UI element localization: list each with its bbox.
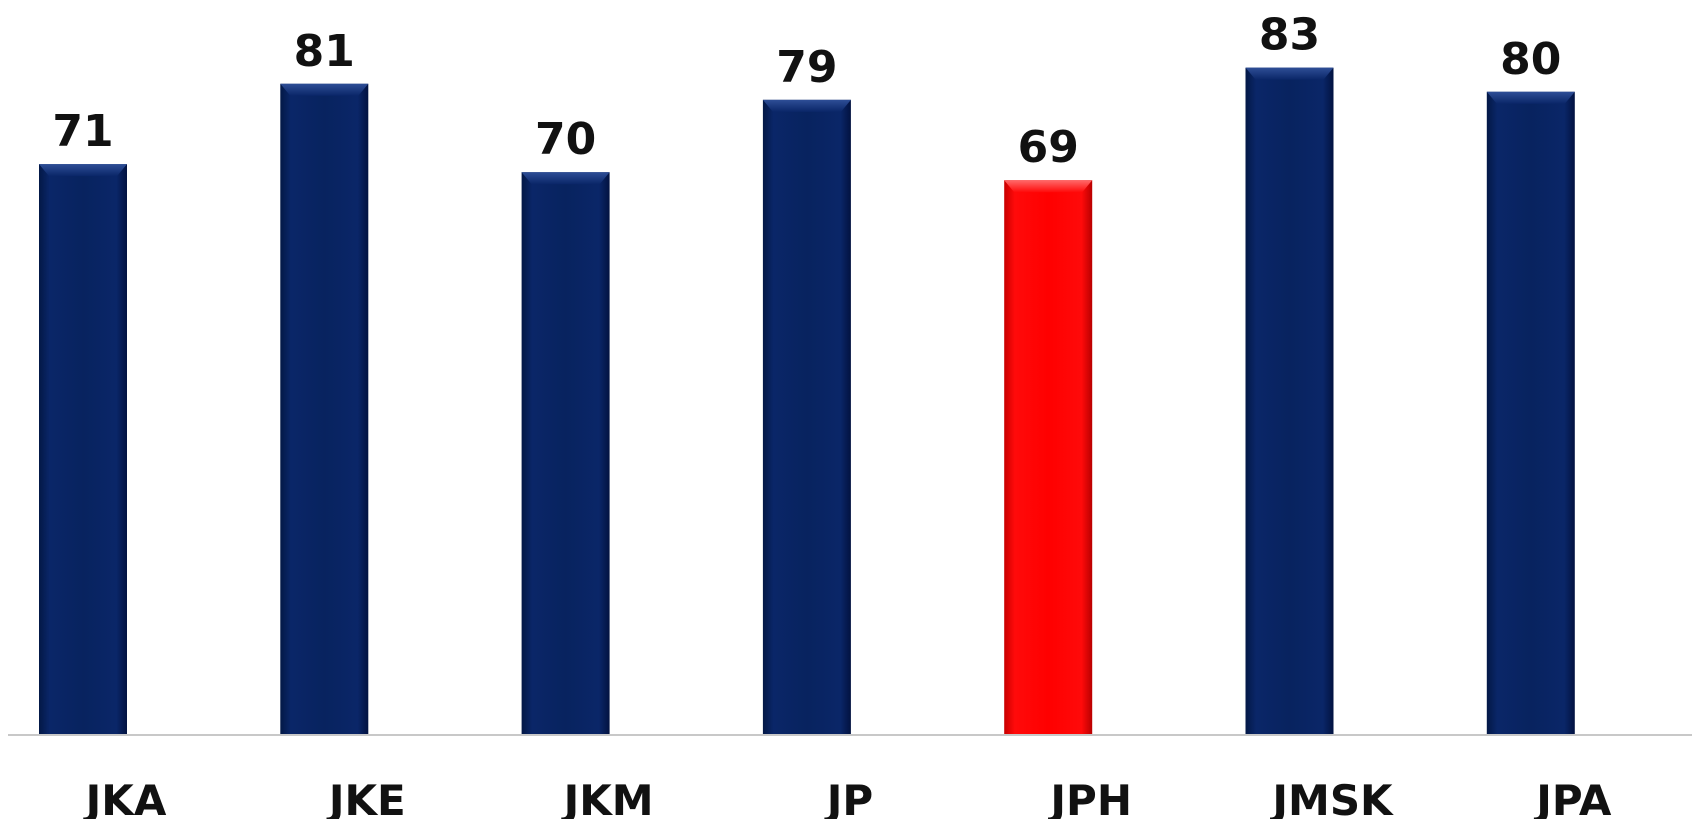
bar-bevel: [39, 164, 127, 177]
data-labels-group: 71 81 70 79 69 83 80: [52, 10, 1561, 173]
bar-jke: [280, 83, 369, 736]
bar-bevel: [1004, 180, 1093, 193]
x-axis-ticks-group: JKA JKE JKM JP JPH JMSK JPA: [83, 776, 1612, 819]
tick-label-jka: JKA: [83, 776, 167, 819]
data-label-jka: 71: [52, 106, 113, 157]
bar-jp: [762, 99, 851, 736]
bar-body: [1004, 180, 1093, 735]
tick-label-jmsk: JMSK: [1269, 776, 1394, 819]
bar-bevel: [1245, 67, 1334, 80]
data-label-jke: 81: [294, 26, 355, 77]
bar-bevel: [1486, 91, 1575, 104]
tick-label-jpa: JPA: [1533, 776, 1612, 819]
tick-label-jph: JPH: [1047, 776, 1132, 819]
tick-label-jke: JKE: [326, 776, 406, 819]
tick-label-jkm: JKM: [561, 776, 654, 819]
bar-jpa: [1486, 91, 1575, 736]
bar-bevel: [521, 172, 610, 185]
bar-body: [280, 83, 369, 736]
bars-group: [39, 67, 1575, 736]
data-label-jpa: 80: [1500, 34, 1561, 85]
bar-jph: [1004, 180, 1093, 735]
data-label-jph: 69: [1018, 122, 1079, 173]
bar-bevel: [762, 99, 851, 112]
bar-body: [1486, 91, 1575, 736]
tick-label-jp: JP: [824, 776, 873, 819]
data-label-jmsk: 83: [1259, 10, 1320, 61]
bar-body: [1245, 67, 1334, 735]
bar-jkm: [521, 172, 610, 735]
bar-jmsk: [1245, 67, 1334, 735]
bar-body: [762, 99, 851, 736]
bar-body: [521, 172, 610, 735]
bar-jka: [39, 164, 127, 735]
bar-bevel: [280, 83, 369, 96]
bar-body: [39, 164, 127, 735]
data-label-jp: 79: [776, 42, 837, 93]
data-label-jkm: 70: [535, 114, 596, 165]
